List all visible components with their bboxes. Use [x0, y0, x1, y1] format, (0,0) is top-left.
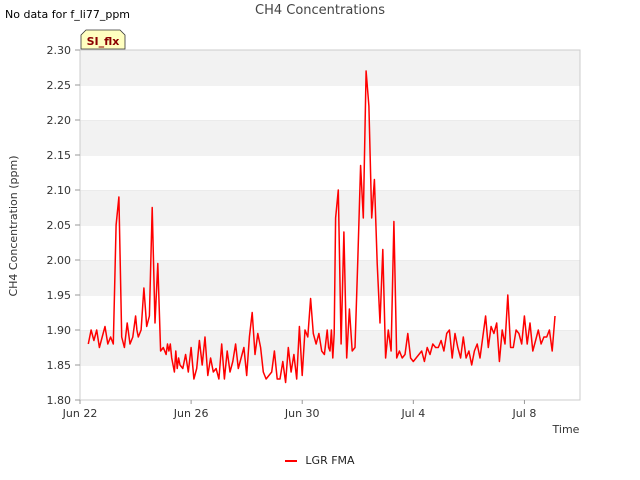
x-tick-label: Jun 30	[284, 407, 320, 420]
y-tick-label: 1.85	[47, 359, 72, 372]
y-tick-label: 2.25	[47, 79, 72, 92]
y-tick-label: 1.95	[47, 289, 72, 302]
y-tick-label: 2.05	[47, 219, 72, 232]
legend-swatch	[285, 460, 298, 462]
y-tick-label: 2.00	[47, 254, 72, 267]
grid-band	[80, 155, 580, 190]
grid-band	[80, 190, 580, 225]
x-tick-label: Jul 8	[512, 407, 537, 420]
x-tick-label: Jun 26	[173, 407, 209, 420]
y-tick-label: 2.20	[47, 114, 72, 127]
legend-label: LGR FMA	[305, 454, 355, 467]
grid-bands	[80, 49, 580, 400]
x-tick-label: Jul 4	[400, 407, 425, 420]
grid-band	[80, 225, 580, 260]
x-axis: Jun 22 Jun 26 Jun 30 Jul 4 Jul 8	[62, 400, 537, 420]
grid-band	[80, 365, 580, 400]
y-tick-label: 1.80	[47, 394, 72, 407]
y-tick-label: 2.30	[47, 44, 72, 57]
x-tick-label: Jun 22	[62, 407, 98, 420]
no-data-message: No data for f_li77_ppm	[5, 8, 131, 21]
y-tick-label: 2.15	[47, 149, 72, 162]
x-axis-label: Time	[552, 423, 580, 436]
grid-band	[80, 120, 580, 155]
series-layer	[87, 70, 556, 384]
grid-band	[80, 85, 580, 120]
legend: LGR FMA	[0, 454, 640, 467]
y-tick-label: 2.10	[47, 184, 72, 197]
badge-label: SI_flx	[87, 35, 120, 48]
series-line-lgr-fma	[87, 70, 556, 384]
y-axis-label: CH4 Concentration (ppm)	[7, 155, 20, 296]
si-flx-badge[interactable]: SI_flx	[80, 29, 126, 50]
y-tick-label: 1.90	[47, 324, 72, 337]
chart-title: CH4 Concentrations	[255, 3, 385, 18]
y-axis: 1.80 1.85 1.90 1.95 2.00 2.05 2.10 2.15 2.20 2.25…	[47, 44, 80, 407]
badge-shape	[80, 29, 126, 50]
grid-band	[80, 260, 580, 295]
grid-band	[80, 50, 580, 85]
